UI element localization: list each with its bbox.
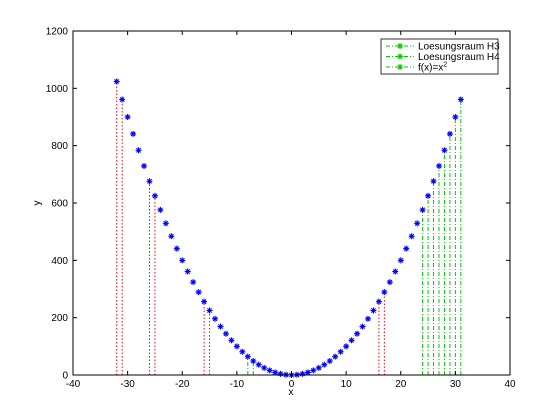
x-tick-label: 40	[504, 379, 516, 390]
y-tick-label: 800	[51, 141, 68, 152]
data-point	[414, 220, 421, 227]
data-point	[222, 330, 229, 337]
data-point	[446, 130, 453, 137]
data-point	[206, 307, 213, 314]
data-point	[244, 353, 251, 360]
data-point	[135, 147, 142, 154]
y-tick-label: 1200	[46, 27, 69, 38]
data-point	[392, 268, 399, 275]
y-tick-label: 0	[62, 371, 68, 382]
x-tick-label: 0	[289, 379, 295, 390]
data-point	[162, 220, 169, 227]
data-point	[272, 369, 279, 376]
legend-marker-icon	[397, 64, 403, 70]
data-point	[239, 348, 246, 355]
data-point	[354, 330, 361, 337]
data-point	[425, 192, 432, 199]
data-point	[386, 279, 393, 286]
data-point	[141, 163, 148, 170]
y-tick-label: 1000	[46, 84, 69, 95]
data-point	[419, 206, 426, 213]
data-point	[326, 357, 333, 364]
data-point	[441, 147, 448, 154]
x-tick-label: 20	[395, 379, 407, 390]
data-point	[403, 245, 410, 252]
x-axis-ticks: -40 -30 -20 -10 0 10 20 30 40	[66, 31, 516, 390]
y-axis-ticks: 0 200 400 600 800 1000 1200	[46, 27, 510, 382]
legend-marker-icon	[397, 43, 403, 49]
data-point	[190, 279, 197, 286]
data-point	[315, 364, 322, 371]
data-point	[157, 206, 164, 213]
legend-label: Loesungsraum H4	[418, 52, 500, 63]
data-point	[370, 307, 377, 314]
data-point	[124, 114, 131, 120]
data-point	[151, 192, 158, 199]
plot-area	[73, 31, 510, 375]
data-point	[381, 289, 388, 296]
data-point	[375, 298, 382, 305]
data-point	[113, 78, 120, 85]
y-tick-label: 400	[51, 256, 68, 267]
data-point	[321, 361, 328, 368]
data-point	[430, 178, 437, 185]
solution-space-lines	[116, 81, 462, 375]
data-point	[364, 315, 371, 322]
data-point	[435, 163, 442, 170]
y-tick-label: 200	[51, 313, 68, 324]
legend-label: f(x)=x2	[418, 62, 447, 74]
data-point	[233, 343, 240, 350]
y-axis-label: y	[32, 201, 43, 206]
data-point	[146, 178, 153, 185]
data-point	[304, 369, 311, 376]
data-point	[168, 233, 175, 240]
x-tick-label: -20	[175, 379, 190, 390]
data-point	[212, 315, 219, 322]
x-tick-label: -30	[120, 379, 135, 390]
legend-label: Loesungsraum H3	[418, 42, 500, 53]
data-point	[184, 268, 191, 275]
data-point	[452, 114, 459, 120]
x-tick-label: 30	[450, 379, 462, 390]
data-point	[332, 353, 339, 360]
data-point	[457, 96, 464, 103]
data-point	[408, 233, 415, 240]
data-point	[255, 361, 262, 368]
data-point	[119, 96, 126, 103]
data-point	[337, 348, 344, 355]
data-point	[195, 289, 202, 296]
y-tick-label: 600	[51, 199, 68, 210]
data-point	[343, 343, 350, 350]
x-tick-label: -40	[66, 379, 81, 390]
data-point	[179, 257, 186, 264]
data-point	[310, 367, 317, 374]
data-point	[250, 357, 257, 364]
legend-marker-icon	[397, 53, 403, 60]
data-point	[130, 130, 137, 137]
x-tick-label: -10	[230, 379, 245, 390]
x-axis-label: x	[289, 387, 294, 398]
x-tick-label: 10	[341, 379, 353, 390]
data-point	[217, 323, 224, 330]
data-point	[266, 367, 273, 374]
data-point	[397, 257, 404, 264]
data-point	[359, 323, 366, 330]
data-point	[261, 364, 268, 371]
data-point	[201, 298, 208, 305]
data-point	[348, 337, 355, 344]
data-point	[173, 245, 180, 252]
data-point	[228, 337, 235, 344]
